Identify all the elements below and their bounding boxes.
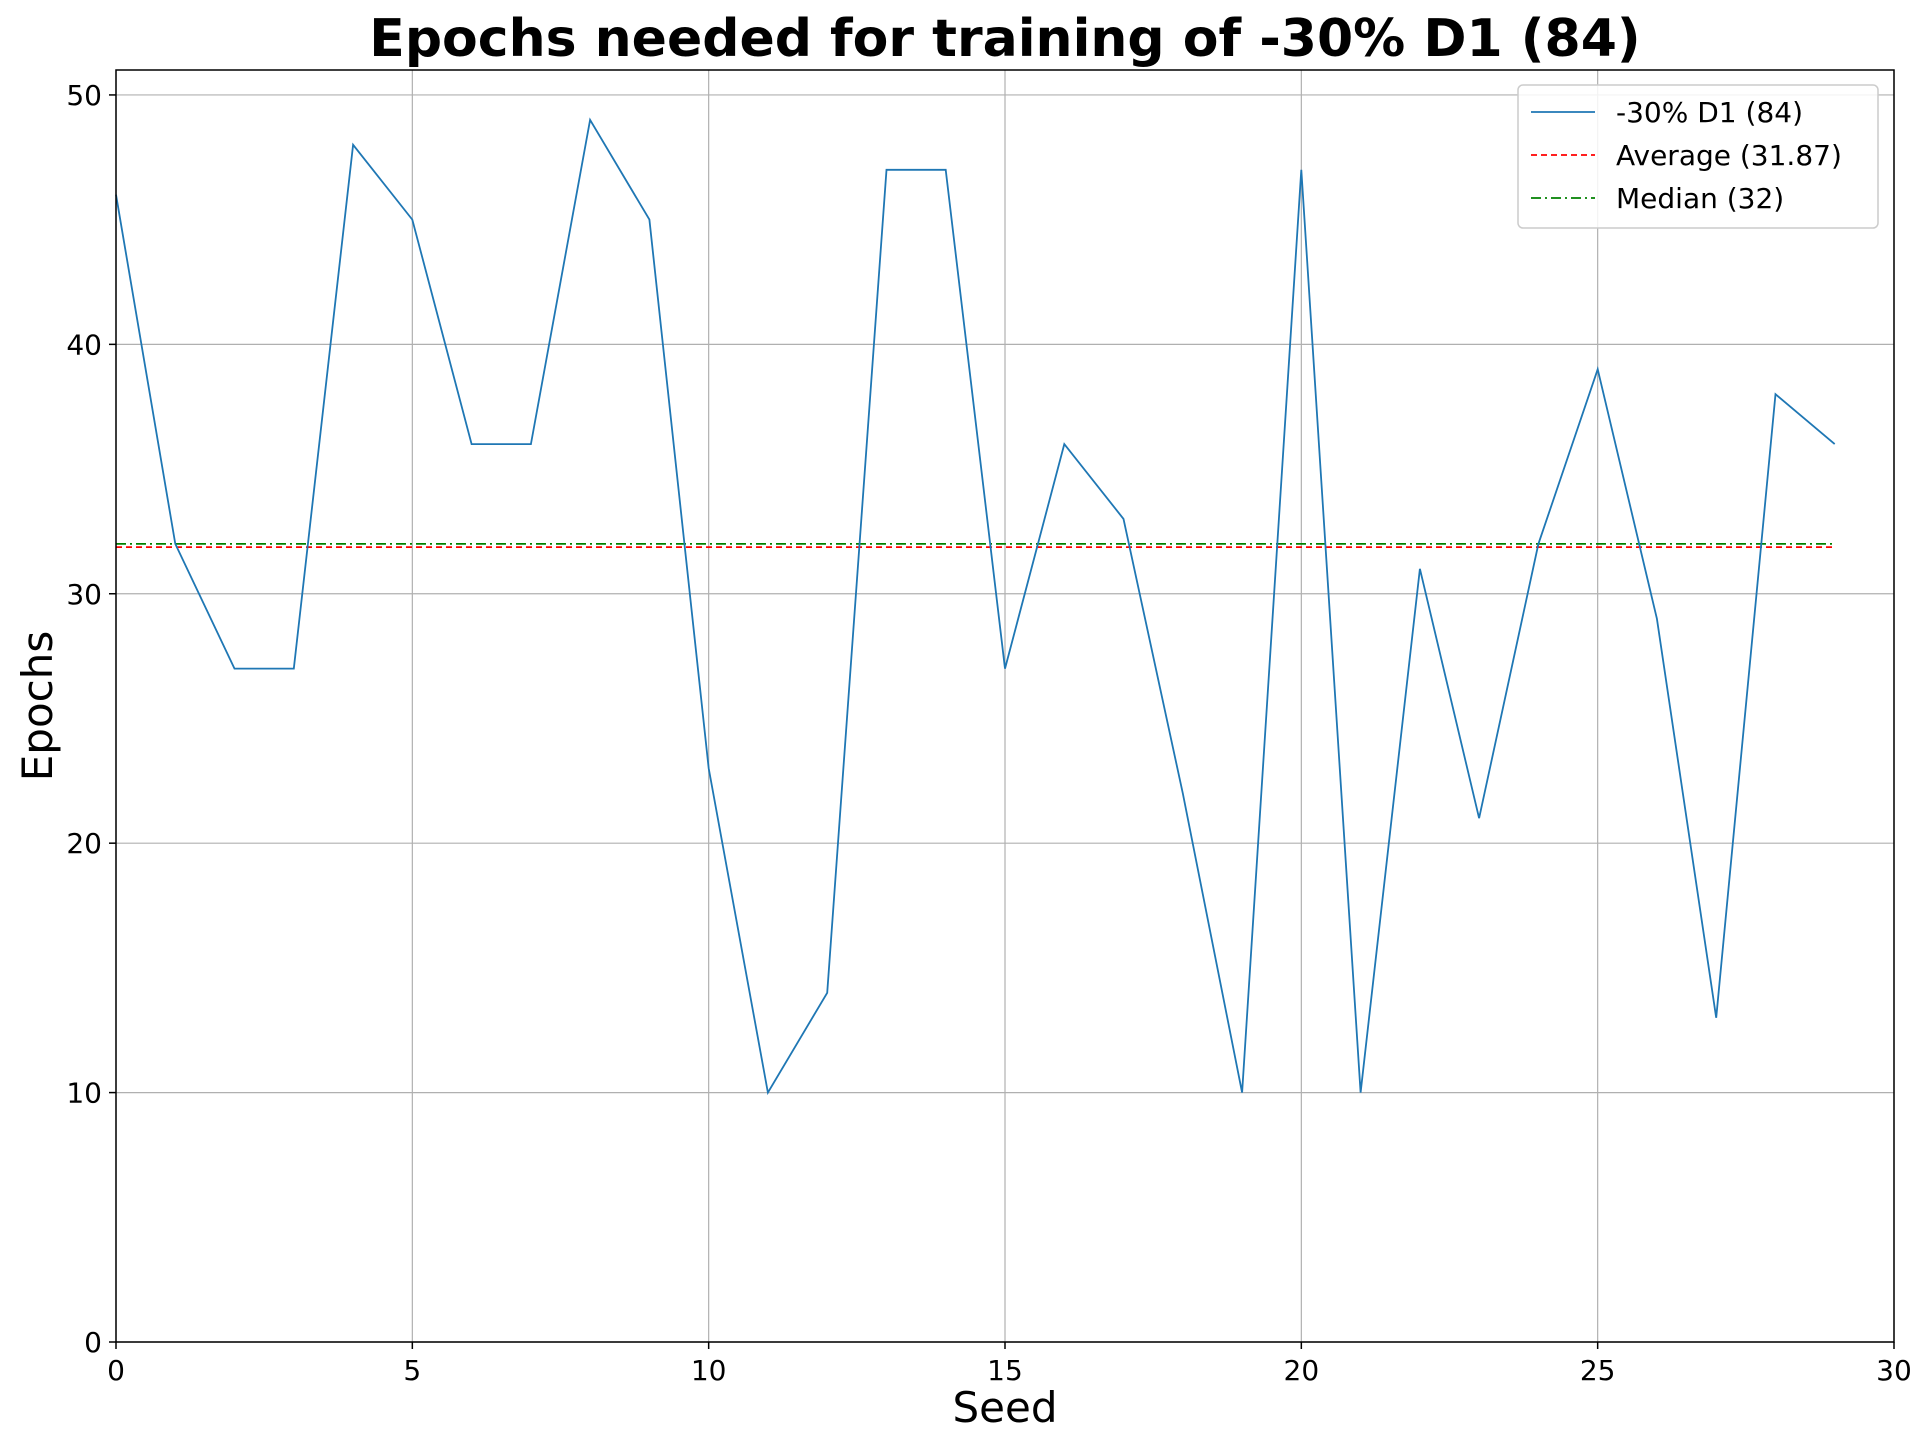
x-tick-label: 20 <box>1284 1354 1320 1387</box>
y-tick-label: 0 <box>84 1326 102 1359</box>
y-axis-label: Epochs <box>13 631 62 782</box>
series-layer <box>115 117 1836 1096</box>
x-tick-label: 25 <box>1580 1354 1616 1387</box>
x-axis-label: Seed <box>953 1383 1058 1432</box>
series-line <box>115 117 1836 1096</box>
y-tick-label: 30 <box>66 578 102 611</box>
x-axis-ticks: 0 5 10 15 20 25 30 <box>107 1342 1912 1387</box>
legend-entry-label: Average (31.87) <box>1616 139 1842 172</box>
x-tick-label: 0 <box>107 1354 125 1387</box>
legend: -30% D1 (84) Average (31.87) Median (32) <box>1517 84 1879 229</box>
legend-entry-label: -30% D1 (84) <box>1616 96 1803 129</box>
legend-box <box>1517 84 1879 229</box>
y-tick-label: 40 <box>66 328 102 361</box>
x-tick-label: 10 <box>691 1354 727 1387</box>
y-tick-label: 20 <box>66 827 102 860</box>
x-tick-label: 30 <box>1876 1354 1912 1387</box>
reference-lines <box>116 542 1835 549</box>
x-tick-label: 5 <box>403 1354 421 1387</box>
x-tick-label: 15 <box>987 1354 1023 1387</box>
y-tick-label: 50 <box>66 79 102 112</box>
y-tick-label: 10 <box>66 1077 102 1110</box>
legend-entry-label: Median (32) <box>1616 182 1784 215</box>
chart-title: Epochs needed for training of -30% D1 (8… <box>369 9 1640 69</box>
y-axis-ticks: 0 10 20 30 40 50 <box>66 79 116 1359</box>
